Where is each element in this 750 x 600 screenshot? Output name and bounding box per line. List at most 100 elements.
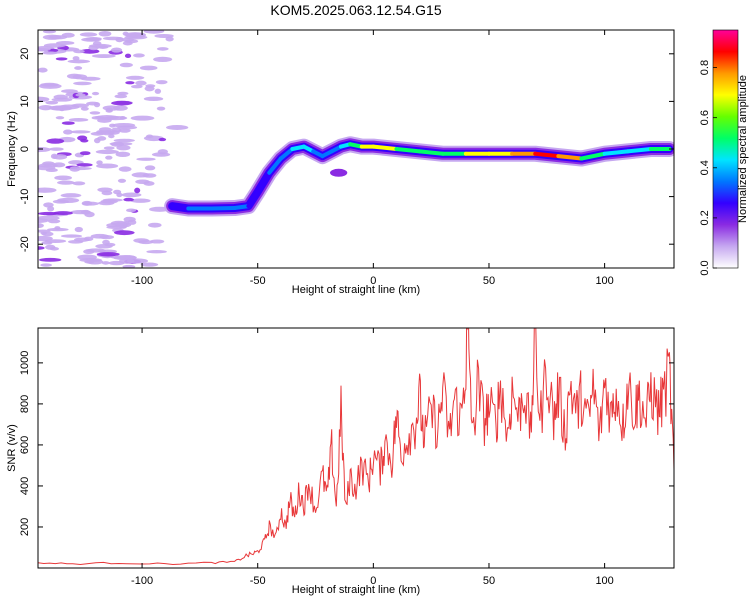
- noise-blob: [143, 30, 165, 34]
- noise-blob: [114, 94, 128, 99]
- noise-blob: [92, 41, 102, 46]
- noise-blob: [118, 166, 132, 172]
- noise-blob: [121, 192, 142, 198]
- noise-blob: [42, 51, 58, 55]
- colorbar-ticks: 0.0 0.2 0.4 0.6 0.8: [699, 60, 717, 276]
- noise-blob: [90, 233, 110, 239]
- y-tick-label: 200: [19, 518, 31, 536]
- noise-blob: [153, 56, 173, 63]
- noise-blob: [50, 153, 58, 159]
- noise-blob: [69, 166, 81, 172]
- x-tick-label: -100: [131, 575, 153, 587]
- noise-blob: [96, 252, 120, 257]
- noise-blob: [66, 73, 82, 79]
- noise-blob: [38, 246, 45, 250]
- noise-blob: [145, 134, 154, 139]
- noise-blob: [117, 125, 138, 130]
- side-lobe: [330, 168, 348, 177]
- noise-blob: [68, 117, 89, 122]
- figure-title: KOM5.2025.063.12.54.G15: [270, 2, 441, 18]
- x-tick-label: 50: [483, 575, 495, 587]
- noise-blob: [47, 206, 55, 212]
- noise-blob: [105, 107, 113, 112]
- noise-blob: [123, 197, 134, 202]
- noise-blob: [38, 223, 44, 229]
- noise-blob: [113, 138, 135, 143]
- noise-blob: [52, 199, 69, 204]
- noise-blob: [38, 215, 60, 221]
- noise-blob: [116, 145, 131, 151]
- colorbar-tick-label: 0.2: [699, 210, 711, 225]
- noise-blob: [156, 47, 169, 51]
- noise-blob: [127, 219, 137, 225]
- snr-y-ticks: 200 400 600 800 1000: [19, 351, 674, 536]
- noise-blob: [88, 45, 99, 51]
- noise-blobs: [38, 30, 189, 268]
- noise-blob: [43, 43, 66, 48]
- noise-blob: [96, 163, 119, 169]
- noise-blob: [45, 100, 59, 105]
- noise-blob: [136, 157, 156, 161]
- x-tick-label: 50: [483, 275, 495, 287]
- noise-blob: [98, 30, 112, 37]
- noise-blob: [134, 187, 141, 194]
- noise-blob: [117, 91, 129, 96]
- noise-blob: [102, 198, 123, 202]
- noise-blob: [89, 111, 101, 115]
- spectrogram-x-axis-label: Height of straight line (km): [292, 284, 420, 296]
- noise-blob: [143, 181, 155, 186]
- noise-blob: [54, 175, 72, 181]
- noise-blob: [72, 56, 80, 61]
- noise-blob: [133, 53, 145, 58]
- snr-axes-frame: [37, 327, 675, 569]
- noise-blob: [74, 237, 90, 242]
- snr-y-axis-label: SNR (v/v): [6, 424, 18, 472]
- noise-blob: [110, 220, 127, 226]
- x-tick-label: -50: [250, 275, 266, 287]
- noise-blob: [110, 47, 123, 53]
- noise-blob: [57, 180, 75, 185]
- colorbar-strip: [712, 29, 739, 269]
- x-tick-label: -50: [250, 575, 266, 587]
- noise-blob: [125, 75, 145, 80]
- noise-blob: [79, 32, 98, 37]
- snr-x-axis-label: Height of straight line (km): [292, 584, 420, 596]
- noise-blob: [119, 62, 133, 68]
- noise-blob: [42, 30, 57, 34]
- noise-blob: [154, 33, 174, 38]
- ridge-segment: [246, 189, 260, 209]
- frequency-ridge: [164, 136, 674, 217]
- noise-blob: [105, 155, 113, 160]
- ridge-segment: [579, 151, 607, 161]
- ridge-segment: [417, 149, 445, 156]
- x-tick-label: 0: [370, 275, 376, 287]
- noise-blob: [67, 59, 91, 64]
- noise-blob: [91, 91, 100, 96]
- noise-blob: [55, 116, 65, 120]
- noise-blob: [101, 130, 115, 136]
- y-tick-label: -10: [19, 189, 31, 205]
- noise-blob: [165, 124, 189, 131]
- x-tick-label: 100: [595, 275, 613, 287]
- noise-blob: [38, 187, 57, 193]
- noise-blob: [155, 80, 168, 85]
- noise-blob: [73, 49, 85, 54]
- noise-blob: [38, 67, 48, 73]
- colorbar-tick-label: 0.0: [699, 260, 711, 275]
- noise-blob: [115, 151, 131, 157]
- noise-blob: [44, 239, 67, 244]
- noise-blob: [156, 106, 166, 111]
- ridge-segment: [625, 147, 653, 154]
- spectrogram-y-ticks: -20 -10 0 10 20: [19, 48, 674, 252]
- noise-blob: [91, 115, 105, 120]
- noise-blob: [124, 53, 132, 58]
- noise-blob: [75, 93, 86, 97]
- noise-blob: [130, 84, 143, 89]
- noise-blob: [63, 129, 73, 135]
- noise-blob: [72, 181, 86, 186]
- noise-blob: [40, 231, 47, 235]
- colorbar-tick-label: 0.4: [699, 160, 711, 175]
- noise-blob: [38, 96, 50, 103]
- noise-blob: [52, 162, 66, 168]
